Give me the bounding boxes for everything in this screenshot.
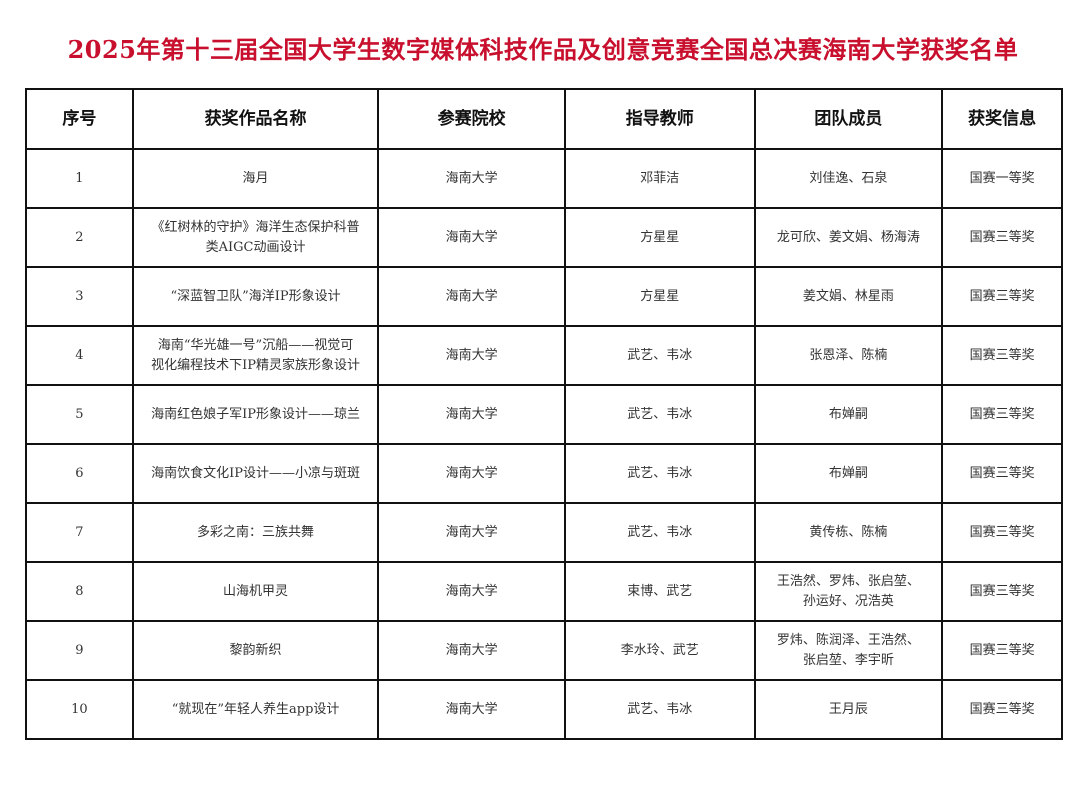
cell-index: 7 [25, 502, 134, 563]
table-row: 8 山海机甲灵 海南大学 束博、武艺 王浩然、罗炜、张启堃、 孙运好、况浩英 国赛三等奖 [25, 561, 1063, 622]
cell-index: 3 [25, 266, 134, 327]
cell-school: 海南大学 [377, 266, 566, 327]
cell-work-name: 山海机甲灵 [131, 561, 380, 622]
cell-advisor: 邓菲洁 [563, 148, 756, 209]
cell-award: 国赛三等奖 [941, 325, 1063, 386]
cell-team: 布婵嗣 [753, 443, 944, 504]
cell-advisor: 武艺、韦冰 [563, 679, 756, 740]
header-team: 团队成员 [753, 88, 944, 150]
cell-work-name: 海南红色娘子军IP形象设计——琼兰 [131, 384, 380, 445]
cell-advisor: 武艺、韦冰 [563, 384, 756, 445]
cell-team: 姜文娟、林星雨 [753, 266, 944, 327]
cell-school: 海南大学 [377, 679, 566, 740]
award-table: 序号 获奖作品名称 参赛院校 指导教师 团队成员 获奖信息 1 海月 海南大学 邓菲洁… [25, 88, 1063, 740]
table-row: 7 多彩之南：三族共舞 海南大学 武艺、韦冰 黄传栋、陈楠 国赛三等奖 [25, 502, 1063, 563]
cell-index: 9 [25, 620, 134, 681]
cell-award: 国赛一等奖 [941, 148, 1063, 209]
cell-advisor: 方星星 [563, 207, 756, 268]
cell-index: 4 [25, 325, 134, 386]
table-row: 6 海南饮食文化IP设计——小凉与斑斑 海南大学 武艺、韦冰 布婵嗣 国赛三等奖 [25, 443, 1063, 504]
cell-school: 海南大学 [377, 561, 566, 622]
cell-advisor: 李水玲、武艺 [563, 620, 756, 681]
cell-work-name: “就现在”年轻人养生app设计 [131, 679, 380, 740]
cell-school: 海南大学 [377, 620, 566, 681]
cell-school: 海南大学 [377, 502, 566, 563]
table-row: 5 海南红色娘子军IP形象设计——琼兰 海南大学 武艺、韦冰 布婵嗣 国赛三等奖 [25, 384, 1063, 445]
table-row: 1 海月 海南大学 邓菲洁 刘佳逸、石泉 国赛一等奖 [25, 148, 1063, 209]
cell-school: 海南大学 [377, 325, 566, 386]
cell-team: 布婵嗣 [753, 384, 944, 445]
cell-award: 国赛三等奖 [941, 679, 1063, 740]
table-row: 9 黎韵新织 海南大学 李水玲、武艺 罗炜、陈润泽、王浩然、 张启堃、李宇昕 国赛三等奖 [25, 620, 1063, 681]
cell-award: 国赛三等奖 [941, 207, 1063, 268]
cell-award: 国赛三等奖 [941, 266, 1063, 327]
cell-award: 国赛三等奖 [941, 384, 1063, 445]
cell-team: 刘佳逸、石泉 [753, 148, 944, 209]
header-school: 参赛院校 [377, 88, 566, 150]
cell-school: 海南大学 [377, 148, 566, 209]
cell-advisor: 束博、武艺 [563, 561, 756, 622]
cell-team: 龙可欣、姜文娟、杨海涛 [753, 207, 944, 268]
cell-index: 2 [25, 207, 134, 268]
header-work-name: 获奖作品名称 [131, 88, 380, 150]
cell-advisor: 方星星 [563, 266, 756, 327]
header-advisor: 指导教师 [563, 88, 756, 150]
cell-advisor: 武艺、韦冰 [563, 502, 756, 563]
cell-index: 6 [25, 443, 134, 504]
cell-work-name: 黎韵新织 [131, 620, 380, 681]
table-row: 2 《红树林的守护》海洋生态保护科普 类AIGC动画设计 海南大学 方星星 龙可欣、姜文… [25, 207, 1063, 268]
cell-work-name: 海月 [131, 148, 380, 209]
cell-team: 罗炜、陈润泽、王浩然、 张启堃、李宇昕 [753, 620, 944, 681]
table-row: 10 “就现在”年轻人养生app设计 海南大学 武艺、韦冰 王月辰 国赛三等奖 [25, 679, 1063, 740]
header-award: 获奖信息 [941, 88, 1063, 150]
cell-award: 国赛三等奖 [941, 620, 1063, 681]
cell-index: 8 [25, 561, 134, 622]
cell-team: 王浩然、罗炜、张启堃、 孙运好、况浩英 [753, 561, 944, 622]
cell-team: 黄传栋、陈楠 [753, 502, 944, 563]
cell-school: 海南大学 [377, 384, 566, 445]
cell-index: 10 [25, 679, 134, 740]
cell-work-name: 多彩之南：三族共舞 [131, 502, 380, 563]
table-row: 4 海南“华光雄一号”沉船——视觉可 视化编程技术下IP精灵家族形象设计 海南大学武… [25, 325, 1063, 386]
cell-advisor: 武艺、韦冰 [563, 325, 756, 386]
cell-school: 海南大学 [377, 207, 566, 268]
cell-advisor: 武艺、韦冰 [563, 443, 756, 504]
table-header-row: 序号 获奖作品名称 参赛院校 指导教师 团队成员 获奖信息 [25, 88, 1063, 150]
table-row: 3 “深蓝智卫队”海洋IP形象设计 海南大学 方星星 姜文娟、林星雨 国赛三等奖 [25, 266, 1063, 327]
cell-school: 海南大学 [377, 443, 566, 504]
cell-work-name: 《红树林的守护》海洋生态保护科普 类AIGC动画设计 [131, 207, 380, 268]
cell-index: 1 [25, 148, 134, 209]
cell-index: 5 [25, 384, 134, 445]
cell-work-name: 海南“华光雄一号”沉船——视觉可 视化编程技术下IP精灵家族形象设计 [131, 325, 380, 386]
cell-work-name: “深蓝智卫队”海洋IP形象设计 [131, 266, 380, 327]
cell-award: 国赛三等奖 [941, 443, 1063, 504]
header-index: 序号 [25, 88, 134, 150]
cell-team: 王月辰 [753, 679, 944, 740]
cell-award: 国赛三等奖 [941, 502, 1063, 563]
cell-work-name: 海南饮食文化IP设计——小凉与斑斑 [131, 443, 380, 504]
cell-team: 张恩泽、陈楠 [753, 325, 944, 386]
cell-award: 国赛三等奖 [941, 561, 1063, 622]
page-title: 2025年第十三届全国大学生数字媒体科技作品及创意竞赛全国总决赛海南大学获奖名单 [67, 35, 1019, 64]
